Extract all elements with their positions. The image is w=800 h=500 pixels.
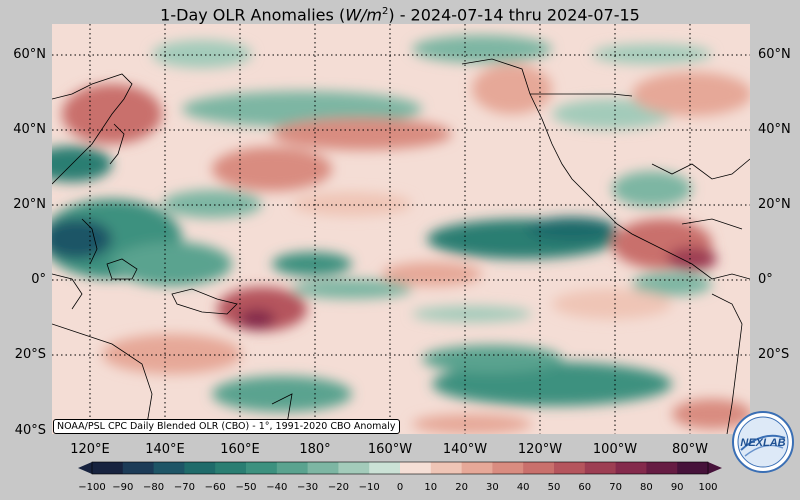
colorbar-tick-label: 70 xyxy=(609,482,622,493)
colorbar-tick-label: 20 xyxy=(455,482,468,493)
colorbar-tick-label: −70 xyxy=(173,482,195,493)
colorbar-extend-low xyxy=(78,462,92,474)
colorbar-tick-label: 10 xyxy=(424,482,438,493)
lon-label-140w: 140°W xyxy=(442,442,488,457)
colorbar-tick-label: −80 xyxy=(143,482,165,493)
colorbar-tick-label: −10 xyxy=(358,482,380,493)
colorbar-swatch xyxy=(369,462,401,474)
lat-label-eq-right: 0° xyxy=(758,272,773,287)
anomaly-field xyxy=(52,24,750,434)
colorbar-swatch xyxy=(492,462,524,474)
colorbar: −100 −90 −80 −70 −60 −50 −40 −30 −20 −10 0 10 20 30 40… xyxy=(0,458,800,500)
colorbar-swatch xyxy=(307,462,339,474)
colorbar-swatch xyxy=(677,462,709,474)
lon-label-160w: 160°W xyxy=(367,442,413,457)
nexlab-logo-icon: NEXLAB xyxy=(732,411,794,473)
colorbar-swatch xyxy=(554,462,586,474)
lon-label-80w: 80°W xyxy=(672,442,708,457)
lon-label-160e: 160°E xyxy=(220,442,260,457)
lat-label-40s: 40°S xyxy=(14,423,46,438)
map-title: 1-Day OLR Anomalies (W/m2) - 2024-07-14 … xyxy=(160,5,640,25)
data-source-credit: NOAA/PSL CPC Daily Blended OLR (CBO) - 1… xyxy=(53,419,400,434)
colorbar-tick-label: −50 xyxy=(235,482,257,493)
colorbar-tick-label: 100 xyxy=(698,482,718,493)
anomaly-blobs xyxy=(52,35,750,434)
colorbar-tick-label: 90 xyxy=(670,482,684,493)
colorbar-swatch xyxy=(584,462,617,474)
colorbar-tick-label: 30 xyxy=(486,482,499,493)
colorbar-outline xyxy=(91,461,709,475)
lon-label-100w: 100°W xyxy=(592,442,638,457)
colorbar-swatch xyxy=(184,462,216,474)
colorbar-tick-label: −20 xyxy=(327,482,349,493)
olr-anomaly-map xyxy=(52,24,750,434)
lat-label-eq: 0° xyxy=(31,272,46,287)
colorbar-tick-label: 80 xyxy=(640,482,653,493)
colorbar-swatch xyxy=(215,462,247,474)
colorbar-tick-label: −100 xyxy=(78,482,106,493)
colorbar-swatch xyxy=(430,462,463,474)
colorbar-tick-label: −90 xyxy=(112,482,134,493)
colorbar-swatch xyxy=(646,462,678,474)
lat-label-20s: 20°S xyxy=(14,347,46,362)
graticule xyxy=(52,24,750,434)
colorbar-swatch xyxy=(615,462,647,474)
lat-label-60n-right: 60°N xyxy=(758,47,791,62)
colorbar-swatch xyxy=(461,462,493,474)
lon-label-120e: 120°E xyxy=(70,442,110,457)
colorbar-tick-label: −60 xyxy=(204,482,226,493)
lat-label-40n-right: 40°N xyxy=(758,122,791,137)
colorbar-tick-label: −40 xyxy=(266,482,288,493)
colorbar-swatch xyxy=(246,462,278,474)
colorbar-tick-label: 50 xyxy=(547,482,561,493)
lon-label-120w: 120°W xyxy=(517,442,563,457)
colorbar-tick-label: 0 xyxy=(396,482,404,493)
colorbar-tick-label: 40 xyxy=(516,482,530,493)
lon-label-180: 180° xyxy=(299,442,331,457)
colorbar-swatch xyxy=(400,462,432,474)
colorbar-swatch xyxy=(338,462,370,474)
nexlab-logo-text: NEXLAB xyxy=(740,437,785,449)
lon-label-140e: 140°E xyxy=(145,442,185,457)
colorbar-swatch xyxy=(276,462,309,474)
colorbar-swatch xyxy=(153,462,185,474)
lat-label-20n-right: 20°N xyxy=(758,197,791,212)
lat-label-20s-right: 20°S xyxy=(758,347,790,362)
colorbar-extend-high xyxy=(708,462,722,474)
colorbar-swatch xyxy=(122,462,155,474)
colorbar-tick-label: −30 xyxy=(297,482,319,493)
nexlab-logo: NEXLAB xyxy=(731,410,795,474)
colorbar-tick-label: 60 xyxy=(578,482,592,493)
colorbar-swatch xyxy=(92,462,124,474)
lat-label-60n: 60°N xyxy=(13,47,46,62)
lat-label-40n: 40°N xyxy=(13,122,46,137)
lat-label-20n: 20°N xyxy=(13,197,46,212)
colorbar-swatches xyxy=(78,461,722,475)
colorbar-swatch xyxy=(523,462,555,474)
